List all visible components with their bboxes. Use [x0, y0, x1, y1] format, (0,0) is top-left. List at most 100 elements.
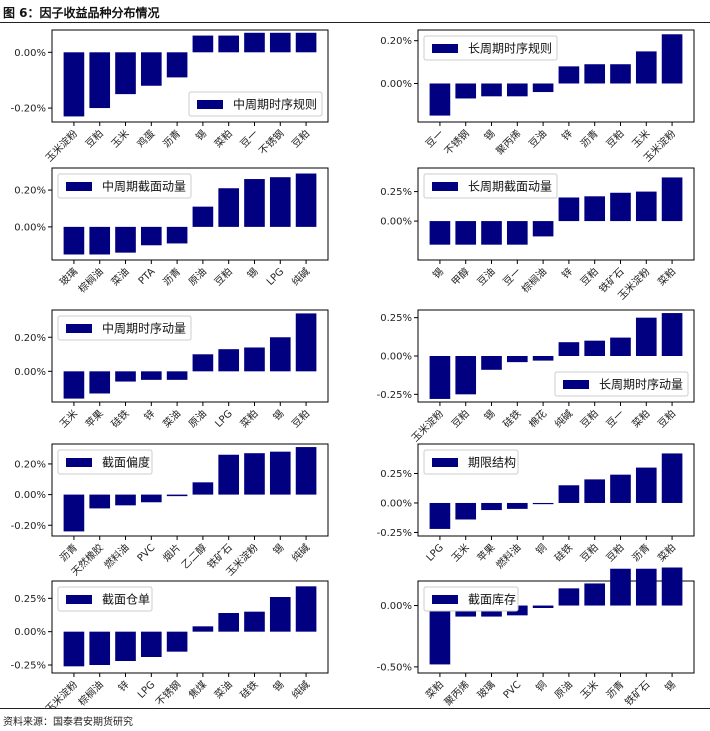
bar — [115, 371, 136, 382]
header-rule — [0, 22, 710, 23]
x-tick-label: 豆粕 — [655, 407, 678, 430]
x-tick-label: 豆粕 — [449, 407, 472, 430]
legend-swatch — [66, 595, 92, 604]
bar — [455, 502, 477, 520]
y-tick-label: 0.00% — [380, 498, 412, 509]
bar — [295, 586, 317, 632]
plot-frame — [51, 309, 329, 403]
y-tick-label: 0.00% — [380, 79, 412, 90]
x-tick-label: 豆一 — [501, 266, 524, 289]
x-tick-label: 菜粕 — [655, 265, 678, 288]
bar — [295, 173, 317, 227]
plot-frame — [51, 167, 329, 261]
x-tick-label: 玉米 — [108, 127, 131, 150]
chart-panel: 0.20% 0.00% 玻璃棕榈油 菜油 PTA 沥青 原油 豆粕锡 LPG 纯碱 中周期截面动量 — [14, 167, 329, 295]
x-tick-label: 硅铁 — [552, 541, 575, 564]
legend: 中周期时序动量 — [57, 315, 192, 341]
x-tick-label: 豆粕 — [289, 407, 312, 430]
legend-label: 长周期截面动量 — [468, 180, 552, 194]
x-tick-label: 棕榈油 — [75, 265, 105, 295]
bar — [455, 221, 477, 245]
x-tick-label: LPG — [265, 266, 286, 287]
bar — [635, 51, 657, 84]
x-tick-label: 沥青 — [160, 127, 183, 150]
y-tick-label: -0.50% — [377, 662, 412, 673]
bar — [661, 567, 683, 606]
bar — [429, 605, 451, 665]
plot-frame — [417, 167, 695, 261]
legend: 期限结构 — [423, 449, 519, 475]
x-tick-label: LPG — [136, 679, 157, 700]
x-tick-label: 豆粕 — [577, 265, 600, 288]
x-tick-label: 锡 — [481, 127, 497, 143]
x-tick-label: 锌 — [559, 127, 575, 143]
bar — [532, 221, 554, 237]
x-tick-label: 烟片 — [160, 541, 183, 564]
x-tick-label: 乙二醇 — [179, 541, 209, 571]
bar — [584, 64, 606, 84]
y-tick-label: -0.25% — [11, 661, 46, 672]
x-tick-label: 纯碱 — [289, 678, 312, 701]
legend-swatch — [432, 458, 458, 467]
x-tick-label: 锡 — [193, 127, 209, 143]
plot-frame — [51, 443, 329, 537]
bar — [584, 196, 606, 222]
y-tick-label: 0.00% — [14, 627, 46, 638]
legend: 截面仓单 — [57, 586, 153, 612]
bar — [558, 485, 580, 503]
x-tick-label: 玉米 — [577, 678, 600, 701]
x-tick-label: 菜油 — [211, 678, 234, 701]
bar — [63, 371, 85, 399]
legend-label: 长周期时序规则 — [468, 41, 552, 56]
chart-panel: 0.00% -0.50% 菜粕聚丙烯 玻璃 PVC 铜原油 玉米 沥青铁矿石 锡 截面库存 — [377, 567, 695, 708]
bar — [295, 313, 317, 372]
bar — [584, 583, 606, 606]
chart-panel: 0.20% 0.00% 玉米 苹果 硅铁锌菜油 原油 LPG 菜粕锡豆粕 中周期时序动量 — [14, 309, 329, 430]
x-tick-label: 铜 — [534, 542, 550, 558]
source-note: 资料来源：国泰君安期货研究 — [3, 717, 133, 728]
x-tick-label: 菜粕 — [655, 541, 678, 564]
x-tick-label: 锌 — [559, 265, 575, 281]
x-tick-label: 豆粕 — [83, 127, 106, 150]
x-tick-label: 原油 — [186, 265, 209, 288]
x-tick-label: 纯碱 — [552, 407, 575, 430]
bar — [429, 221, 451, 245]
bar — [140, 52, 162, 86]
bar — [166, 494, 188, 497]
x-tick-label: 菜油 — [108, 265, 131, 288]
bar — [166, 371, 188, 380]
bar — [244, 611, 265, 632]
legend: 中周期时序规则 — [188, 91, 323, 117]
legend-label: 中周期时序动量 — [102, 321, 186, 336]
y-tick-label: 0.20% — [14, 186, 46, 197]
x-tick-label: 焦煤 — [186, 678, 209, 701]
x-tick-label: 棕榈油 — [519, 265, 549, 295]
x-tick-label: 铜 — [534, 679, 550, 695]
x-tick-label: 玉米淀粉 — [43, 127, 80, 164]
bar — [63, 494, 85, 532]
bar — [244, 347, 265, 372]
x-tick-label: 豆粕 — [603, 127, 626, 150]
y-tick-label: 0.00% — [380, 601, 412, 612]
figure-footer: 资料来源：国泰君安期货研究 — [0, 708, 710, 731]
x-tick-label: 豆一 — [423, 128, 446, 151]
bar — [89, 631, 111, 665]
bar — [166, 52, 188, 78]
bar — [635, 191, 657, 222]
x-tick-label: 硅铁 — [108, 407, 131, 430]
plot-frame — [51, 29, 329, 123]
bar — [269, 337, 291, 372]
legend: 截面偏度 — [57, 449, 153, 475]
bar — [89, 226, 111, 255]
x-tick-label: 硅铁 — [500, 407, 523, 430]
x-tick-label: 锡 — [481, 407, 497, 423]
bar — [532, 502, 554, 505]
x-tick-label: 沥青 — [57, 541, 80, 564]
x-tick-label: 锡 — [270, 678, 286, 694]
y-tick-label: 0.25% — [380, 469, 412, 480]
chart-panel: 0.25%0.00%锡 甲醇 豆油 豆一棕榈油锌豆粕铁矿石玉米淀粉 菜粕长周期截面动量 — [380, 167, 695, 302]
x-tick-label: LPG — [425, 542, 446, 563]
bar — [140, 371, 162, 380]
bar — [269, 597, 291, 632]
